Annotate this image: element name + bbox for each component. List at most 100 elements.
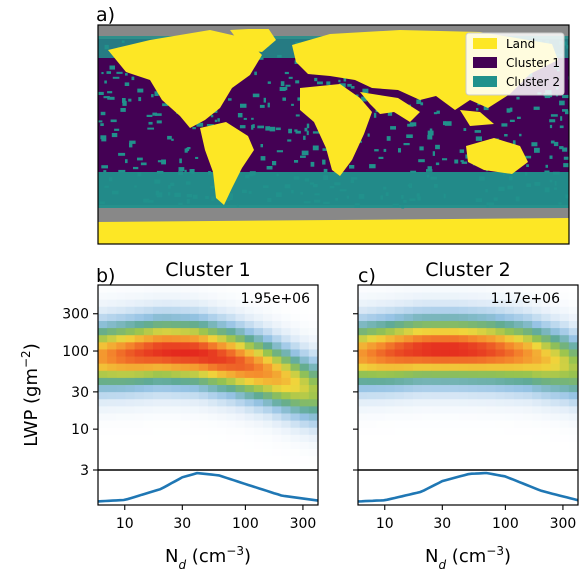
heatmap-cell [290, 327, 301, 336]
heatmap-cell [98, 313, 108, 321]
heatmap-cell [299, 292, 310, 300]
heatmap-cell [281, 292, 291, 300]
heatmap-cell [281, 391, 291, 400]
heatmap-cell [162, 349, 172, 357]
heatmap-cell [208, 334, 218, 343]
heatmap-cell [431, 349, 441, 357]
heatmap-cell [171, 356, 181, 364]
heatmap-cell [550, 377, 561, 386]
heatmap-cell [358, 313, 368, 321]
heatmap-cell [422, 441, 432, 450]
cluster2-pixel [121, 40, 125, 43]
heatmap-cell [431, 434, 441, 442]
heatmap-cell [162, 398, 172, 407]
heatmap-cell [198, 377, 209, 386]
heatmap-cell [299, 285, 310, 293]
heatmap-cell [495, 292, 506, 300]
heatmap-cell [550, 427, 561, 435]
heatmap-cell [504, 405, 515, 414]
heatmap-cell [568, 285, 578, 293]
heatmap-cell [486, 455, 496, 464]
heatmap-cell [189, 349, 200, 357]
heatmap-cell [299, 356, 310, 364]
heatmap-cell [290, 306, 301, 314]
heatmap-cell [107, 448, 117, 457]
heatmap-cell [358, 306, 368, 314]
heatmap-cell [208, 384, 218, 393]
heatmap-cell [125, 320, 136, 329]
cluster2-pixel [534, 147, 540, 153]
heatmap-cell [299, 363, 310, 371]
heatmap-cell [495, 363, 506, 371]
heatmap-cell [180, 299, 191, 307]
cluster2-pixel [410, 170, 417, 174]
heatmap-cell [550, 363, 561, 371]
heatmap-cell [504, 398, 515, 407]
heatmap-cell [244, 441, 255, 450]
heatmap-cell [394, 448, 405, 457]
heatmap-cell [217, 356, 227, 364]
heatmap-cell [235, 441, 246, 450]
cluster2-pixel [398, 148, 401, 153]
heatmap-cell [134, 448, 145, 457]
cluster2-pixel [245, 174, 250, 179]
heatmap-cell [532, 462, 542, 471]
heatmap-cell [107, 455, 117, 464]
cluster2-pixel [243, 117, 247, 120]
heatmap-cell [523, 384, 533, 393]
cluster2-pixel [128, 98, 132, 102]
heatmap-cell [226, 313, 236, 321]
heatmap-cell [153, 299, 163, 307]
heatmap-cell [189, 285, 200, 293]
heatmap-cell [385, 327, 396, 336]
heatmap-cell [253, 334, 264, 343]
cluster2-pixel [420, 102, 424, 106]
y-tick-label: 100 [62, 344, 89, 360]
heatmap-cell [559, 462, 570, 471]
heatmap-cell [568, 363, 578, 371]
y-axis-title: LWP (gm−2) [19, 343, 42, 446]
heatmap-cell [198, 327, 209, 336]
heatmap-cell [422, 320, 432, 329]
heatmap-cell [98, 306, 108, 314]
cluster2-pixel [334, 182, 341, 186]
heatmap-cell [263, 306, 273, 314]
heatmap-cell [180, 448, 191, 457]
cluster2-pixel [349, 165, 355, 169]
cluster2-pixel [385, 192, 389, 197]
heatmap-cell [468, 434, 478, 442]
cluster2-pixel [146, 114, 153, 117]
heatmap-cell [253, 341, 264, 350]
heatmap-cell [116, 448, 126, 457]
heatmap-cell [431, 413, 441, 421]
heatmap-cell [281, 341, 291, 350]
heatmap-cell [235, 434, 246, 442]
heatmap-cell [189, 313, 200, 321]
heatmap-cell [244, 313, 255, 321]
heatmap-cell [468, 356, 478, 364]
heatmap-cell [504, 427, 515, 435]
heatmap-cell [486, 434, 496, 442]
heatmap-cell [376, 306, 386, 314]
land-south-america [200, 122, 254, 205]
heatmap-cell [486, 363, 496, 371]
cluster2-pixel [100, 111, 106, 116]
cluster2-pixel [313, 199, 321, 203]
heatmap-cell [458, 334, 469, 343]
cluster2-pixel [104, 185, 109, 188]
heatmap-cell [559, 391, 570, 400]
heatmap-cell [226, 420, 236, 428]
heatmap-cell [116, 320, 126, 329]
heatmap-cell [431, 341, 441, 350]
heatmap-cell [504, 320, 515, 329]
heatmap-cell [559, 320, 570, 329]
heatmap-cell [541, 334, 551, 343]
heatmap-cell [98, 391, 108, 400]
cluster2-pixel [444, 121, 452, 126]
heatmap-cell [107, 405, 117, 414]
heatmap-cell [440, 341, 451, 350]
heatmap-cell [513, 441, 524, 450]
heatmap-cell [559, 306, 570, 314]
heatmap-cell [358, 285, 368, 293]
heatmap-cell [568, 434, 578, 442]
